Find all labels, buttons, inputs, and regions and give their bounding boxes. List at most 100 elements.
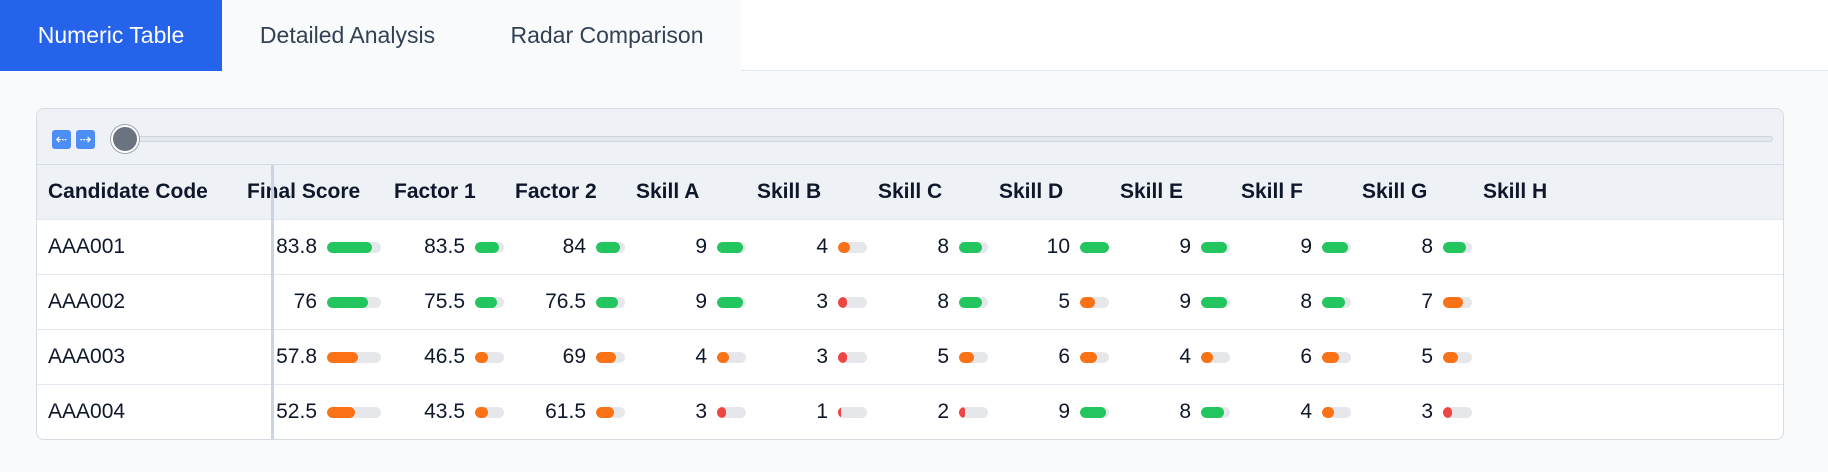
value-bar-fill: [475, 352, 488, 363]
tab-detailed-analysis[interactable]: Detailed Analysis: [222, 0, 473, 71]
value-cell: 52.5: [276, 400, 317, 423]
tab-numeric-table[interactable]: Numeric Table: [0, 0, 222, 71]
value-bar: [717, 242, 746, 253]
candidate-code-cell: AAA002: [48, 290, 126, 313]
value-cell: 7: [1421, 290, 1433, 313]
value-cell: 4: [1300, 400, 1312, 423]
value-cell: 9: [1179, 290, 1191, 313]
value-cell: 8: [1300, 290, 1312, 313]
arrow-left-icon[interactable]: ⇠: [52, 130, 71, 149]
header-skill-h[interactable]: Skill H: [1483, 180, 1548, 203]
value-bar: [1080, 352, 1109, 363]
header-skill-d[interactable]: Skill D: [999, 180, 1064, 203]
candidate-code-cell: AAA003: [48, 345, 126, 368]
value-bar-fill: [717, 407, 726, 418]
table-row[interactable]: AAA001 83.8 83.5 84 9 4 8 10 9 9 8: [37, 219, 1783, 274]
value-bar-fill: [475, 297, 497, 308]
value-cell: 6: [1058, 345, 1070, 368]
value-bar: [1080, 242, 1109, 253]
header-factor-2[interactable]: Factor 2: [515, 180, 597, 203]
value-bar-fill: [717, 297, 743, 308]
table-panel: ⇠ ⇢ Candidate Code Final Score Factor 1 Fa…: [36, 108, 1784, 440]
value-bar-fill: [327, 242, 372, 253]
value-bar: [1322, 352, 1351, 363]
value-cell: 9: [1300, 235, 1312, 258]
value-bar-fill: [838, 352, 847, 363]
value-bar: [838, 242, 867, 253]
value-bar-fill: [717, 352, 729, 363]
value-bar-fill: [596, 407, 614, 418]
value-bar: [596, 297, 625, 308]
header-skill-b[interactable]: Skill B: [757, 180, 822, 203]
tab-radar-comparison[interactable]: Radar Comparison: [473, 0, 741, 71]
value-bar-fill: [959, 297, 982, 308]
header-skill-g[interactable]: Skill G: [1362, 180, 1428, 203]
value-bar-fill: [1201, 242, 1227, 253]
value-bar-fill: [596, 242, 620, 253]
header-final-score[interactable]: Final Score: [247, 180, 361, 203]
value-bar-fill: [1080, 352, 1097, 363]
value-bar: [1201, 407, 1230, 418]
slider-thumb[interactable]: [111, 125, 139, 153]
value-bar: [1322, 407, 1351, 418]
value-cell: 83.8: [276, 235, 317, 258]
value-bar-fill: [596, 352, 616, 363]
value-bar: [1322, 242, 1351, 253]
value-cell: 3: [1421, 400, 1433, 423]
candidate-code-cell: AAA001: [48, 235, 126, 258]
header-skill-a[interactable]: Skill A: [636, 180, 700, 203]
table-row[interactable]: AAA002 76 75.5 76.5 9 3 8 5 9 8 7: [37, 274, 1783, 329]
header-factor-1[interactable]: Factor 1: [394, 180, 476, 203]
value-bar-fill: [1080, 297, 1095, 308]
value-cell: 8: [1179, 400, 1191, 423]
value-bar-fill: [1322, 407, 1334, 418]
table-header-row: Candidate Code Final Score Factor 1 Factor…: [37, 165, 1783, 219]
value-bar: [1201, 352, 1230, 363]
value-cell: 4: [695, 345, 707, 368]
value-bar: [327, 242, 381, 253]
header-skill-c[interactable]: Skill C: [878, 180, 943, 203]
value-bar-fill: [1443, 407, 1452, 418]
value-cell: 57.8: [276, 345, 317, 368]
value-cell: 43.5: [424, 400, 465, 423]
tab-bar: Numeric Table Detailed Analysis Radar Co…: [0, 0, 1828, 71]
value-bar: [1443, 352, 1472, 363]
value-bar-fill: [1322, 352, 1339, 363]
value-bar: [475, 242, 504, 253]
arrow-right-icon[interactable]: ⇢: [76, 130, 95, 149]
value-bar: [1443, 407, 1472, 418]
value-bar-fill: [717, 242, 743, 253]
value-bar-fill: [1201, 407, 1224, 418]
value-cell: 46.5: [424, 345, 465, 368]
value-cell: 8: [937, 235, 949, 258]
value-bar: [1080, 297, 1109, 308]
value-cell: 9: [695, 290, 707, 313]
value-cell: 4: [1179, 345, 1191, 368]
value-bar-fill: [1080, 407, 1106, 418]
value-bar: [838, 352, 867, 363]
value-bar: [596, 407, 625, 418]
value-bar-fill: [1443, 352, 1458, 363]
value-cell: 69: [562, 345, 586, 368]
header-candidate-code[interactable]: Candidate Code: [48, 180, 208, 203]
value-bar-fill: [327, 407, 355, 418]
value-bar-fill: [1080, 242, 1109, 253]
value-bar-fill: [327, 297, 368, 308]
table-row[interactable]: AAA004 52.5 43.5 61.5 3 1 2 9 8 4 3: [37, 384, 1783, 439]
value-bar: [959, 407, 988, 418]
value-cell: 76: [293, 290, 317, 313]
value-bar: [1080, 407, 1109, 418]
value-cell: 2: [937, 400, 949, 423]
header-skill-e[interactable]: Skill E: [1120, 180, 1184, 203]
value-bar: [1443, 297, 1472, 308]
value-bar-fill: [838, 297, 847, 308]
value-cell: 4: [816, 235, 828, 258]
value-cell: 3: [816, 290, 828, 313]
value-bar-fill: [959, 242, 982, 253]
frozen-column-divider: [271, 165, 274, 439]
header-skill-f[interactable]: Skill F: [1241, 180, 1303, 203]
value-bar: [596, 242, 625, 253]
table-row[interactable]: AAA003 57.8 46.5 69 4 3 5 6 4 6 5: [37, 329, 1783, 384]
value-bar-fill: [959, 352, 974, 363]
column-scroll-slider[interactable]: [113, 136, 1773, 142]
